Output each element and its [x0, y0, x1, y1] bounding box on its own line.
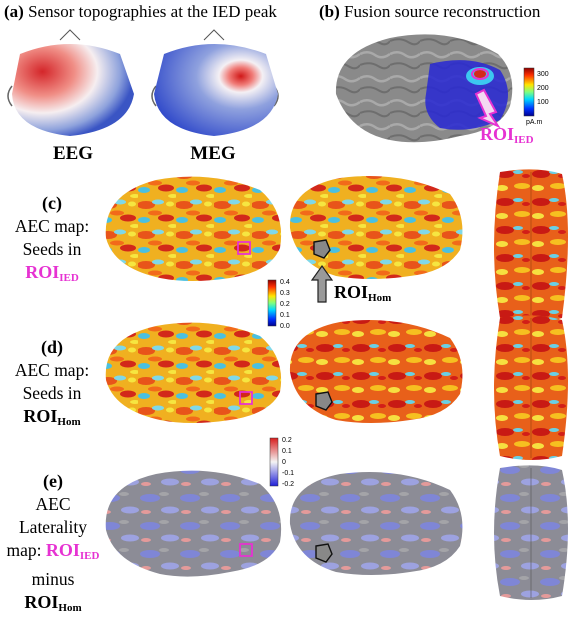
eeg-topography-map — [7, 29, 134, 136]
panel-d-brains — [105, 315, 568, 460]
laterality-colorbar-tick-2: 0 — [282, 459, 286, 466]
panel-d-roi-text: ROI — [23, 406, 58, 426]
source-colorbar-tick-200: 200 — [537, 85, 549, 92]
panel-e-roi-hom-text: ROI — [24, 592, 59, 612]
panel-b-letter: (b) — [319, 2, 340, 21]
panel-e-roi-hom: ROIHom — [0, 591, 106, 620]
eeg-nose-icon — [59, 29, 81, 41]
panel-c-roi-ied-marker — [237, 241, 251, 255]
panel-c-roi-hom-text: ROI — [334, 282, 369, 302]
panel-e-roi-ied-marker — [239, 543, 253, 557]
panel-a-letter: (a) — [4, 2, 24, 21]
panel-c-roi-ied: ROIIED — [2, 261, 102, 290]
panel-c-roi-text: ROI — [25, 262, 60, 282]
panel-d-line1: AEC map: — [14, 360, 90, 380]
laterality-colorbar-tick-4: -0.2 — [282, 481, 294, 488]
panel-c-brains: 0.4 0.3 0.2 0.1 0.0 — [105, 169, 568, 330]
aec-colorbar-tick-3: 0.1 — [280, 312, 290, 319]
panel-d-line2: Seeds in — [22, 383, 82, 403]
meg-left-ear-icon — [151, 85, 157, 107]
laterality-colorbar — [269, 437, 279, 487]
panel-d-left-lateral-brain — [105, 322, 282, 423]
panel-e-roi-hom-marker — [315, 543, 333, 563]
aec-colorbar-tick-1: 0.3 — [280, 290, 290, 297]
panel-a-title: (a) Sensor topographies at the IED peak — [4, 2, 277, 22]
laterality-colorbar-tick-0: 0.2 — [282, 437, 292, 444]
meg-nose-icon — [203, 29, 225, 41]
panel-d-roi-hom-marker — [315, 391, 333, 411]
panel-c-line1: AEC map: — [14, 216, 90, 236]
aec-colorbar-tick-0: 0.4 — [280, 279, 290, 286]
panel-e-label: (e) AEC Laterality map: ROIIED minus ROI… — [0, 470, 106, 620]
fusion-source-brain: 300 200 100 pA.m — [335, 34, 549, 143]
panel-c-roi-hom-label: ROIHom — [334, 282, 391, 304]
source-colorbar-unit: pA.m — [526, 119, 543, 126]
eeg-meg-topographies — [7, 29, 279, 136]
panel-d-label: (d) AEC map: Seeds in ROIHom — [2, 336, 102, 434]
panel-c-letter: (c) — [42, 193, 62, 213]
panel-e-line3: minus — [31, 569, 75, 589]
panel-e-brains: 0.2 0.1 0 -0.1 -0.2 — [105, 437, 568, 600]
panel-e-right-lateral-brain — [289, 472, 463, 575]
panel-c-label: (c) AEC map: Seeds in ROIIED — [2, 192, 102, 290]
meg-topography-map — [151, 29, 279, 136]
panel-c-left-lateral-brain — [105, 176, 282, 281]
panel-d-roi-sub: Hom — [57, 416, 81, 428]
panel-e-line2-pre: map: — [6, 540, 46, 560]
panel-e-letter: (e) — [43, 471, 63, 491]
panel-c-roi-hom-marker — [313, 239, 331, 259]
panel-e-line1: AEC Laterality — [18, 494, 88, 537]
panel-b-title: (b) Fusion source reconstruction — [319, 2, 540, 22]
laterality-colorbar-tick-1: 0.1 — [282, 448, 292, 455]
panel-d-roi-ied-marker — [239, 391, 253, 405]
panel-b-roi-ied-label: ROIIED — [480, 124, 534, 146]
panel-c-roi-hom-sub: Hom — [368, 292, 392, 304]
panel-b-roi-sub: IED — [514, 134, 534, 146]
panel-b-roi-text: ROI — [480, 124, 515, 144]
roi-ied-arrow-icon — [474, 88, 501, 129]
panel-d-right-lateral-brain — [289, 320, 463, 423]
panel-e-roi-ied-text: ROI — [45, 540, 80, 560]
aec-colorbar-tick-4: 0.0 — [280, 323, 290, 330]
panel-c-roi-sub: IED — [59, 272, 79, 284]
aec-colorbar — [267, 279, 277, 327]
panel-e-roi-ied-sub: IED — [79, 550, 100, 562]
source-colorbar-tick-300: 300 — [537, 71, 549, 78]
source-colorbar-tick-100: 100 — [537, 99, 549, 106]
eeg-left-ear-icon — [7, 85, 13, 107]
panel-d-roi-hom: ROIHom — [2, 405, 102, 434]
panel-a-title-text: Sensor topographies at the IED peak — [28, 2, 277, 21]
meg-label: MEG — [190, 143, 236, 164]
panel-e-line2: map: ROIIED — [0, 539, 106, 568]
panel-b-title-text: Fusion source reconstruction — [344, 2, 541, 21]
eeg-label: EEG — [52, 143, 94, 164]
roi-ied-outline — [471, 68, 489, 80]
panel-c-line2: Seeds in — [22, 239, 82, 259]
panel-c-right-lateral-brain — [289, 176, 463, 279]
roi-hom-arrow-icon — [310, 264, 334, 303]
panel-d-letter: (d) — [41, 337, 63, 357]
panel-e-left-lateral-brain — [105, 470, 282, 577]
laterality-colorbar-tick-3: -0.1 — [282, 470, 294, 477]
aec-colorbar-tick-2: 0.2 — [280, 301, 290, 308]
source-colorbar — [523, 67, 535, 117]
